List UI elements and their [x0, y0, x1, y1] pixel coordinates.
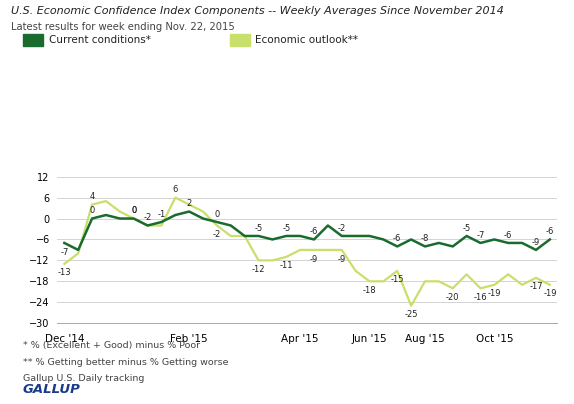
Text: U.S. Economic Confidence Index Components -- Weekly Averages Since November 2014: U.S. Economic Confidence Index Component… [11, 6, 505, 16]
Text: -2: -2 [338, 224, 346, 233]
Text: Gallup U.S. Daily tracking: Gallup U.S. Daily tracking [23, 374, 144, 383]
Text: -2: -2 [144, 213, 152, 222]
Text: 4: 4 [90, 192, 95, 202]
Text: -5: -5 [463, 224, 471, 233]
Text: * % (Excellent + Good) minus % Poor: * % (Excellent + Good) minus % Poor [23, 341, 200, 350]
Text: 2: 2 [187, 199, 192, 208]
Text: 0: 0 [131, 206, 136, 215]
Text: 0: 0 [90, 206, 95, 215]
Text: -16: -16 [474, 293, 487, 302]
Text: -9: -9 [532, 238, 540, 247]
Text: -9: -9 [310, 255, 318, 263]
Text: -2: -2 [213, 230, 221, 239]
Text: -5: -5 [282, 224, 290, 233]
Text: 6: 6 [173, 185, 178, 194]
Text: -5: -5 [254, 224, 263, 233]
Text: Latest results for week ending Nov. 22, 2015: Latest results for week ending Nov. 22, … [11, 22, 235, 32]
Text: 0: 0 [131, 206, 136, 215]
Text: -7: -7 [476, 231, 484, 240]
Text: -6: -6 [310, 227, 318, 236]
Text: GALLUP: GALLUP [23, 383, 81, 396]
Text: -8: -8 [421, 234, 429, 243]
Text: -20: -20 [446, 293, 460, 302]
Text: -25: -25 [404, 310, 418, 319]
Text: Economic outlook**: Economic outlook** [255, 35, 358, 45]
Text: -6: -6 [504, 231, 513, 240]
Text: Current conditions*: Current conditions* [49, 35, 150, 45]
Text: 0: 0 [214, 210, 219, 219]
Text: -6: -6 [393, 234, 401, 243]
Text: -13: -13 [57, 268, 71, 278]
Text: -19: -19 [543, 289, 557, 299]
Text: -6: -6 [546, 227, 554, 236]
Text: -9: -9 [338, 255, 346, 263]
Text: -11: -11 [280, 261, 293, 271]
Text: -15: -15 [390, 276, 404, 284]
Text: -7: -7 [60, 248, 68, 257]
Text: -18: -18 [363, 286, 377, 295]
Text: ** % Getting better minus % Getting worse: ** % Getting better minus % Getting wors… [23, 358, 228, 366]
Text: -17: -17 [529, 282, 543, 291]
Text: -12: -12 [252, 265, 265, 274]
Text: -1: -1 [157, 210, 165, 219]
Text: -19: -19 [487, 289, 501, 299]
